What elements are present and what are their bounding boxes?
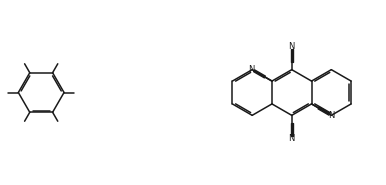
Text: N: N: [289, 134, 295, 143]
Text: N: N: [289, 42, 295, 51]
Text: N: N: [249, 65, 255, 74]
Text: N: N: [328, 111, 335, 120]
